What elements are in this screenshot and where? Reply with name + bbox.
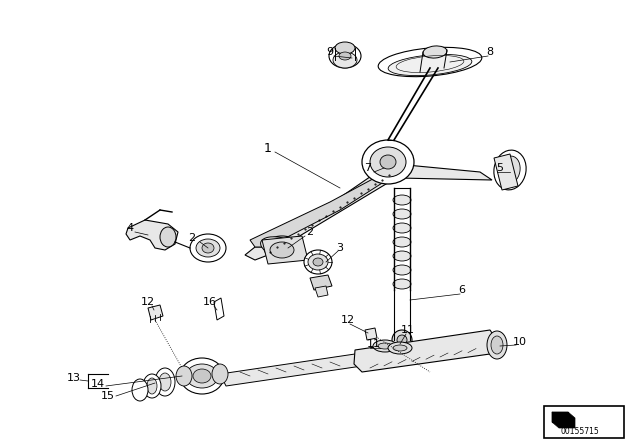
Ellipse shape [180,358,224,394]
Circle shape [397,335,407,345]
Polygon shape [250,174,390,247]
Ellipse shape [370,147,406,177]
Polygon shape [310,275,332,290]
Bar [544,406,624,438]
Ellipse shape [313,258,323,266]
Circle shape [392,330,412,350]
Ellipse shape [159,373,171,391]
Text: 13: 13 [67,373,81,383]
Polygon shape [214,298,224,320]
Ellipse shape [329,44,361,68]
Ellipse shape [393,265,411,275]
Ellipse shape [260,237,303,259]
Ellipse shape [143,374,161,398]
Text: 16: 16 [203,297,217,307]
Text: 3: 3 [337,243,344,253]
Ellipse shape [186,364,218,388]
Text: 9: 9 [326,47,333,57]
Polygon shape [354,330,498,372]
Polygon shape [365,328,377,340]
Ellipse shape [333,52,357,68]
Ellipse shape [378,343,392,349]
Ellipse shape [393,345,407,351]
Text: 00155715: 00155715 [561,427,600,436]
Ellipse shape [304,250,332,274]
Ellipse shape [339,52,351,60]
Text: 5: 5 [497,163,504,173]
Ellipse shape [335,42,355,54]
Ellipse shape [393,237,411,247]
Ellipse shape [378,47,482,77]
Ellipse shape [270,242,294,258]
Polygon shape [245,170,396,260]
Ellipse shape [264,236,300,260]
Ellipse shape [393,195,411,205]
Polygon shape [552,412,575,428]
Text: 14: 14 [91,379,105,389]
Text: 1: 1 [264,142,272,155]
Ellipse shape [388,342,412,354]
Text: 7: 7 [364,163,372,173]
Ellipse shape [193,369,211,383]
Text: 12: 12 [341,315,355,325]
Ellipse shape [500,156,520,184]
Polygon shape [262,236,308,264]
Ellipse shape [487,331,507,359]
Ellipse shape [308,254,328,270]
Text: 11: 11 [367,339,381,349]
Ellipse shape [393,209,411,219]
Ellipse shape [393,279,411,289]
Ellipse shape [393,223,411,233]
Ellipse shape [176,366,192,386]
Ellipse shape [190,234,226,262]
Ellipse shape [212,364,228,384]
Text: 4: 4 [127,223,134,233]
Text: 6: 6 [458,285,465,295]
Ellipse shape [147,378,157,394]
Ellipse shape [202,243,214,253]
Polygon shape [126,220,178,250]
Polygon shape [494,154,518,190]
Ellipse shape [196,239,220,257]
Ellipse shape [160,227,176,247]
Text: 2: 2 [188,233,196,243]
Ellipse shape [388,54,472,76]
Ellipse shape [423,46,447,58]
Ellipse shape [373,340,397,352]
Text: 10: 10 [513,337,527,347]
Text: 2: 2 [307,227,314,237]
Polygon shape [380,164,492,184]
Polygon shape [220,354,362,386]
Polygon shape [148,305,163,320]
Ellipse shape [380,155,396,169]
Ellipse shape [393,251,411,261]
Text: 15: 15 [101,391,115,401]
Text: 8: 8 [486,47,493,57]
Ellipse shape [494,150,526,190]
Ellipse shape [491,336,503,354]
Ellipse shape [132,379,148,401]
Text: 12: 12 [141,297,155,307]
Polygon shape [315,286,328,297]
Ellipse shape [155,368,175,396]
Text: 11: 11 [401,325,415,335]
Ellipse shape [362,140,414,184]
